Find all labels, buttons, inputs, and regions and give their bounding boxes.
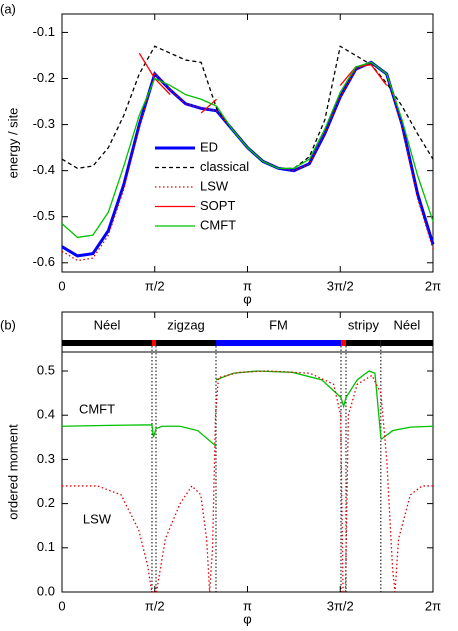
phase-segment [156, 340, 216, 346]
x-tick-label: π/2 [145, 278, 165, 293]
y-tick-label: -0.2 [33, 70, 55, 85]
legend-label: SOPT [200, 198, 235, 213]
series-line [61, 370, 434, 447]
y-tick-label: 0.2 [37, 495, 55, 510]
annotation: CMFT [79, 401, 115, 416]
panel-label: (b) [0, 317, 16, 332]
phase-segment [62, 340, 152, 346]
x-tick-label: 0 [58, 598, 65, 613]
phase-segment [215, 340, 341, 346]
y-tick-label: 0.1 [37, 539, 55, 554]
y-tick-label: 0.3 [37, 451, 55, 466]
x-tick-label: π [243, 598, 252, 613]
legend-label: ED [200, 139, 218, 154]
phase-segment [340, 340, 347, 346]
y-tick-label: -0.1 [33, 24, 55, 39]
plot-frame [61, 311, 434, 593]
y-axis-label: ordered moment [5, 424, 20, 520]
legend-label: LSW [200, 178, 229, 193]
phase-segment [346, 340, 381, 346]
phase-label: stripy [348, 317, 380, 332]
phase-label: Néel [94, 317, 121, 332]
y-tick-label: -0.4 [33, 162, 55, 177]
legend-label: CMFT [200, 217, 236, 232]
phase-label: FM [269, 317, 288, 332]
legend-label: classical [200, 159, 249, 174]
x-tick-label: 0 [58, 278, 65, 293]
y-tick-label: -0.3 [33, 116, 55, 131]
plot-frame [61, 13, 434, 273]
series-line [61, 61, 434, 239]
phase-label: Néel [394, 317, 421, 332]
panel-label: (a) [0, 1, 16, 16]
y-tick-label: 0.4 [37, 407, 55, 422]
series-line [61, 45, 434, 170]
phase-label: zigzag [167, 317, 205, 332]
x-tick-label: 2π [425, 598, 441, 613]
x-axis-label: φ [243, 291, 251, 306]
y-tick-label: 0.0 [37, 583, 55, 598]
x-axis-label: φ [243, 611, 251, 626]
phase-segment [151, 340, 157, 346]
x-tick-label: 3π/2 [327, 598, 354, 613]
y-axis-label: energy / site [5, 108, 20, 179]
annotation: LSW [83, 511, 112, 526]
x-tick-label: 2π [425, 278, 441, 293]
y-tick-label: -0.6 [33, 254, 55, 269]
phase-segment [380, 340, 433, 346]
y-tick-label: -0.5 [33, 208, 55, 223]
y-tick-label: 0.5 [37, 362, 55, 377]
x-tick-label: π/2 [145, 598, 165, 613]
x-tick-label: π [243, 278, 252, 293]
x-tick-label: 3π/2 [327, 278, 354, 293]
